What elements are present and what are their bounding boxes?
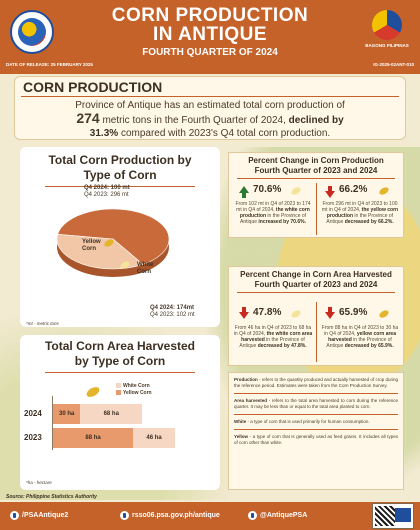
yellow-corn-icon xyxy=(378,308,390,320)
bar-yellow-corn-2024: 30 ha xyxy=(53,404,81,424)
bar-yellow-corn-2023: 88 ha xyxy=(53,428,134,448)
facebook-link[interactable]: /PSAAntique2 xyxy=(10,511,68,520)
definition-yellow: Yellow - a type of corn that is generall… xyxy=(234,434,398,445)
pie-slice-yellow xyxy=(56,233,144,270)
pct-area-title: Percent Change in Corn Area Harvested Fo… xyxy=(240,270,392,289)
white-production-pct: 70.6% xyxy=(253,184,282,195)
header-banner: CORN PRODUCTION IN ANTIQUE FOURTH QUARTE… xyxy=(0,0,420,74)
white-production-desc: From 102 mt in Q4 of 2023 to 174 mt in Q… xyxy=(235,201,311,225)
summary-box: CORN PRODUCTION Province of Antique has … xyxy=(14,76,406,140)
production-card-title: Total Corn Production by Type of Corn xyxy=(20,153,220,187)
arrow-down-icon xyxy=(325,186,335,198)
yellow-production-values: Q4 2024: 100 mt Q4 2023: 296 mt xyxy=(84,185,130,198)
definition-production: Production - refers to the quantity prod… xyxy=(234,377,398,388)
area-card-title: Total Corn Area Harvested by Type of Cor… xyxy=(20,339,220,373)
area-legend: White Corn Yellow Corn xyxy=(116,383,152,397)
summary-heading: CORN PRODUCTION xyxy=(23,79,163,95)
white-corn-icon xyxy=(290,308,302,320)
arrow-down-icon xyxy=(239,307,249,319)
source-note: Source: Philippine Statistics Authority xyxy=(6,494,97,500)
page-subtitle: FOURTH QUARTER OF 2024 xyxy=(142,47,278,58)
arrow-up-icon xyxy=(239,186,249,198)
white-corn-icon xyxy=(290,185,302,197)
pct-production-box: Percent Change in Corn Production Fourth… xyxy=(228,152,404,238)
arrow-down-icon xyxy=(325,307,335,319)
pie-label-white: White Corn xyxy=(137,262,154,275)
pct-area-box: Percent Change in Corn Area Harvested Fo… xyxy=(228,266,404,366)
pie-label-yellow: Yellow Corn xyxy=(82,239,101,252)
yellow-area-pct: 65.9% xyxy=(339,307,368,318)
yellow-area-desc: From 88 ha in Q4 of 2023 to 30 ha in Q4 … xyxy=(321,325,399,349)
website-link[interactable]: rsso06.psa.gov.ph/antique xyxy=(120,511,220,520)
area-note: *ha - hectare xyxy=(26,480,52,485)
globe-icon xyxy=(120,511,129,520)
definitions-box: Production - refers to the quantity prod… xyxy=(228,372,404,490)
production-note: *mt - metric tons xyxy=(26,321,59,326)
white-area-desc: From 46 ha in Q4 of 2023 to 68 ha in Q4 … xyxy=(233,325,313,349)
pie-slice-white xyxy=(57,208,170,265)
yellow-production-desc: From 296 mt in Q4 of 2023 to 100 mt in Q… xyxy=(321,201,399,225)
bar-white-corn-2023: 46 ha xyxy=(133,428,175,448)
bar-white-corn-2024: 68 ha xyxy=(80,404,143,424)
legend-yellow: Yellow Corn xyxy=(116,390,152,397)
summary-value: 274 xyxy=(76,110,100,126)
pct-production-title: Percent Change in Corn Production Fourth… xyxy=(248,156,384,175)
release-date: DATE OF RELEASE: 25 FEBRUARY 2025 xyxy=(6,62,93,67)
yellow-production-pct: 66.2% xyxy=(339,184,368,195)
facebook-icon xyxy=(10,511,19,520)
document-number: IG-2025-02ANT-010 xyxy=(373,62,414,67)
white-area-pct: 47.8% xyxy=(253,307,282,318)
bar-axis xyxy=(52,396,53,450)
bagong-pilipinas-logo: BAGONG PILIPINAS xyxy=(365,8,409,56)
bar-category-2023: 2023 xyxy=(24,433,42,442)
production-pie-chart xyxy=(56,208,170,277)
page-title: CORN PRODUCTION IN ANTIQUE xyxy=(111,5,309,45)
psa-logo xyxy=(10,10,54,54)
twitter-link[interactable]: @AntiquePSA xyxy=(248,511,307,520)
definition-white: White - a type of corn that is used prim… xyxy=(234,419,370,424)
white-production-values: Q4 2024: 174mt Q4 2023: 102 mt xyxy=(150,305,195,318)
definition-area: Area harvested - refers to the total are… xyxy=(234,398,398,409)
footer: /PSAAntique2 rsso06.psa.gov.ph/antique @… xyxy=(0,502,420,530)
legend-white: White Corn xyxy=(116,383,152,390)
x-icon xyxy=(248,511,257,520)
bar-category-2024: 2024 xyxy=(24,409,42,418)
qr-code-badge xyxy=(372,503,414,529)
yellow-corn-icon xyxy=(378,185,390,197)
summary-text: Province of Antique has an estimated tot… xyxy=(75,100,345,139)
